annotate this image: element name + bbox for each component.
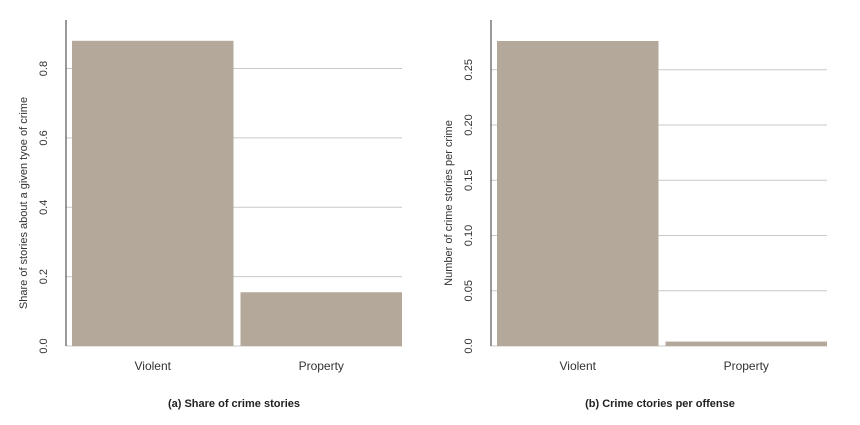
chart-2-category-label: Property	[724, 359, 769, 373]
chart-1-category-label: Property	[299, 359, 344, 373]
chart-1-bar-violent	[72, 40, 234, 347]
chart-1-y-tick-label: 0.8	[38, 61, 50, 76]
chart-2-bar-property	[665, 341, 827, 346]
chart-1-bar-property	[240, 292, 402, 346]
chart-1-y-tick-label: 0.4	[38, 200, 50, 215]
chart-2-y-axis-label: Number of crime stories per crime	[443, 120, 455, 286]
chart-2-y-tick-label: 0.10	[463, 225, 475, 246]
chart-1-category-label: Violent	[135, 359, 172, 373]
chart-2-y-tick-label: 0.05	[463, 280, 475, 301]
chart-1-y-tick-label: 0.2	[38, 269, 50, 284]
chart-2-bar-violent	[497, 40, 659, 346]
chart-2-y-tick-label: 0.15	[463, 170, 475, 191]
chart-2-category-label: Violent	[560, 359, 597, 373]
chart-1-y-tick-label: 0.0	[38, 338, 50, 353]
chart-2-y-tick-label: 0.0	[463, 338, 475, 353]
chart-1-y-tick-label: 0.6	[38, 130, 50, 145]
chart-2-caption: (b) Crime ctories per offense	[585, 398, 735, 410]
chart-1-y-axis-label: Share of stories about a given tyoe of c…	[18, 97, 30, 309]
chart-1-caption: (a) Share of crime stories	[168, 398, 300, 410]
chart-2-y-tick-label: 0.20	[463, 114, 475, 135]
chart-2-y-tick-label: 0.25	[463, 59, 475, 80]
